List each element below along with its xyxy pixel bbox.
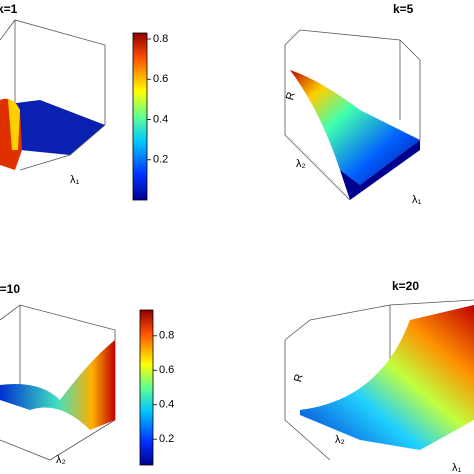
- panel-title: k=1: [0, 2, 18, 16]
- tick-label: 0.8: [159, 330, 174, 342]
- panel-3: k=10 λ₂: [0, 282, 154, 466]
- tick-label: 0.6: [159, 364, 174, 376]
- surface: [290, 70, 420, 185]
- tick-label: 0.2: [159, 433, 174, 445]
- axis-label: λ₁: [452, 462, 462, 474]
- panel-4: k=20 R λ₂ λ₁: [284, 279, 474, 474]
- box: [284, 29, 421, 201]
- panel-2: k=5 R λ₂ λ₁: [284, 2, 421, 206]
- surface: [0, 340, 115, 430]
- surface: [300, 305, 474, 450]
- panel-1: k=1 λ₁: [0, 2, 148, 201]
- surface: [8, 99, 20, 150]
- surface: [340, 140, 420, 200]
- panel-title: k=5: [393, 2, 414, 16]
- box: [19, 124, 106, 171]
- axis-label: λ₁: [412, 194, 422, 206]
- axis-label: λ₂: [296, 158, 306, 170]
- axis-label: λ₁: [70, 174, 80, 186]
- tick-label: 0.2: [153, 154, 168, 166]
- tick-label: 0.6: [153, 73, 168, 85]
- surface: [0, 100, 105, 155]
- axis-label: R: [292, 373, 306, 384]
- axis-label: R: [284, 91, 298, 102]
- colorbar: [132, 32, 148, 201]
- axis-label: λ₂: [56, 454, 66, 466]
- tick-label: 0.4: [159, 399, 174, 411]
- tick-label: 0.4: [153, 113, 168, 125]
- panel-title: k=20: [392, 279, 419, 293]
- colorbar: [139, 309, 154, 466]
- tick-label: 0.8: [153, 33, 168, 45]
- panel-title: k=10: [0, 282, 20, 296]
- axis-label: λ₂: [335, 434, 345, 446]
